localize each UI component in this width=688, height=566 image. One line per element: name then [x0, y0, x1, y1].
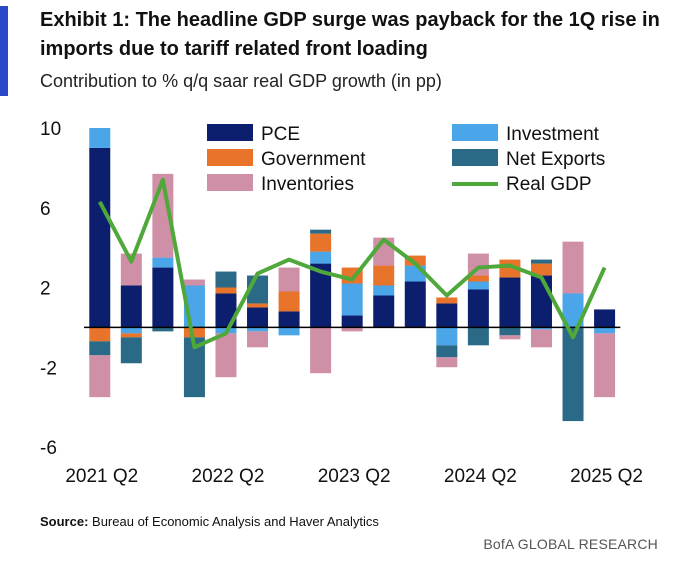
legend-swatch-net-exports	[452, 149, 498, 166]
bar-investment	[310, 251, 332, 264]
bar-investment	[594, 327, 616, 334]
bar-pce	[373, 295, 395, 328]
bar-investment	[247, 327, 269, 332]
source-label: Source:	[40, 514, 89, 529]
bar-government	[310, 233, 332, 252]
y-tick-label: -6	[40, 438, 57, 459]
legend-label-inventories: Inventories	[261, 174, 354, 195]
legend-label-pce: PCE	[261, 124, 300, 145]
bar-pce	[404, 281, 426, 328]
bar-net-exports	[215, 271, 237, 288]
bar-government	[436, 297, 458, 304]
bar-pce	[341, 315, 363, 328]
bar-inventories	[120, 253, 142, 286]
gdp-contribution-chart: 10 6 2 -2 -6 2021 Q2 2022 Q2 2023 Q2 2024 Q2 2025…	[40, 119, 643, 487]
legend-label-investment: Investment	[506, 124, 600, 145]
source-text: Bureau of Economic Analysis and Haver An…	[92, 514, 379, 529]
bar-investment	[436, 327, 458, 346]
bar-net-exports	[562, 327, 584, 422]
bar-pce	[152, 267, 174, 328]
bar-net-exports	[183, 337, 205, 398]
bar-net-exports	[310, 229, 332, 234]
bar-inventories	[594, 333, 616, 398]
bar-government	[404, 255, 426, 266]
bar-pce	[89, 147, 111, 328]
bar-inventories	[310, 327, 332, 374]
title-accent-bar	[0, 6, 8, 96]
bar-inventories	[215, 333, 237, 378]
source-note: Source: Bureau of Economic Analysis and …	[40, 514, 379, 529]
bar-net-exports	[530, 259, 552, 264]
bar-net-exports	[467, 327, 489, 346]
bar-pce	[278, 311, 300, 328]
brand-label: BofA GLOBAL RESEARCH	[483, 536, 658, 552]
bar-inventories	[183, 279, 205, 286]
bar-pce	[530, 275, 552, 328]
legend-label-government: Government	[261, 149, 366, 170]
bar-pce	[436, 303, 458, 328]
y-tick-label: 2	[40, 279, 51, 300]
legend-label-real-gdp: Real GDP	[506, 174, 592, 195]
bar-investment	[530, 327, 552, 330]
bar-net-exports	[436, 345, 458, 358]
bar-inventories	[247, 331, 269, 348]
bar-pce	[594, 309, 616, 328]
bar-inventories	[89, 355, 111, 398]
bar-investment	[120, 327, 142, 334]
x-tick-label: 2024 Q2	[444, 466, 517, 487]
bar-inventories	[530, 329, 552, 348]
legend-label-net-exports: Net Exports	[506, 149, 605, 170]
bar-government	[278, 291, 300, 312]
bar-pce	[467, 289, 489, 328]
legend-swatch-pce	[207, 124, 253, 141]
legend-swatch-investment	[452, 124, 498, 141]
bar-investment	[341, 283, 363, 316]
bar-government	[373, 265, 395, 286]
bar-government	[467, 275, 489, 282]
bar-pce	[120, 285, 142, 328]
y-tick-label: 10	[40, 119, 61, 140]
bar-investment	[278, 327, 300, 336]
legend-swatch-inventories	[207, 174, 253, 191]
bar-net-exports	[120, 337, 142, 364]
bar-investment	[373, 285, 395, 296]
bar-net-exports	[89, 341, 111, 356]
bar-investment	[89, 128, 111, 148]
x-tick-label: 2025 Q2	[570, 466, 643, 487]
bar-investment	[562, 293, 584, 328]
bar-pce	[310, 263, 332, 328]
bar-net-exports	[152, 327, 174, 332]
bar-government	[215, 287, 237, 294]
bar-inventories	[562, 241, 584, 294]
y-tick-label: -2	[40, 358, 57, 379]
bar-inventories	[278, 267, 300, 292]
bar-investment	[152, 257, 174, 268]
x-tick-label: 2023 Q2	[318, 466, 391, 487]
x-tick-label: 2022 Q2	[192, 466, 265, 487]
chart-title: Exhibit 1: The headline GDP surge was pa…	[40, 9, 660, 60]
chart-subtitle: Contribution to % q/q saar real GDP grow…	[40, 71, 442, 91]
bar-inventories	[341, 327, 363, 332]
x-tick-label: 2021 Q2	[65, 466, 138, 487]
bar-net-exports	[499, 327, 521, 336]
bar-government	[120, 333, 142, 338]
bar-government	[247, 303, 269, 308]
bar-government	[89, 327, 111, 342]
bar-pce	[499, 277, 521, 328]
bar-government	[530, 263, 552, 276]
y-tick-label: 6	[40, 199, 51, 220]
bar-investment	[467, 281, 489, 290]
bar-pce	[215, 293, 237, 328]
bar-inventories	[499, 335, 521, 340]
legend-swatch-government	[207, 149, 253, 166]
bar-pce	[247, 307, 269, 328]
bar-government	[183, 327, 205, 338]
bar-inventories	[436, 357, 458, 368]
